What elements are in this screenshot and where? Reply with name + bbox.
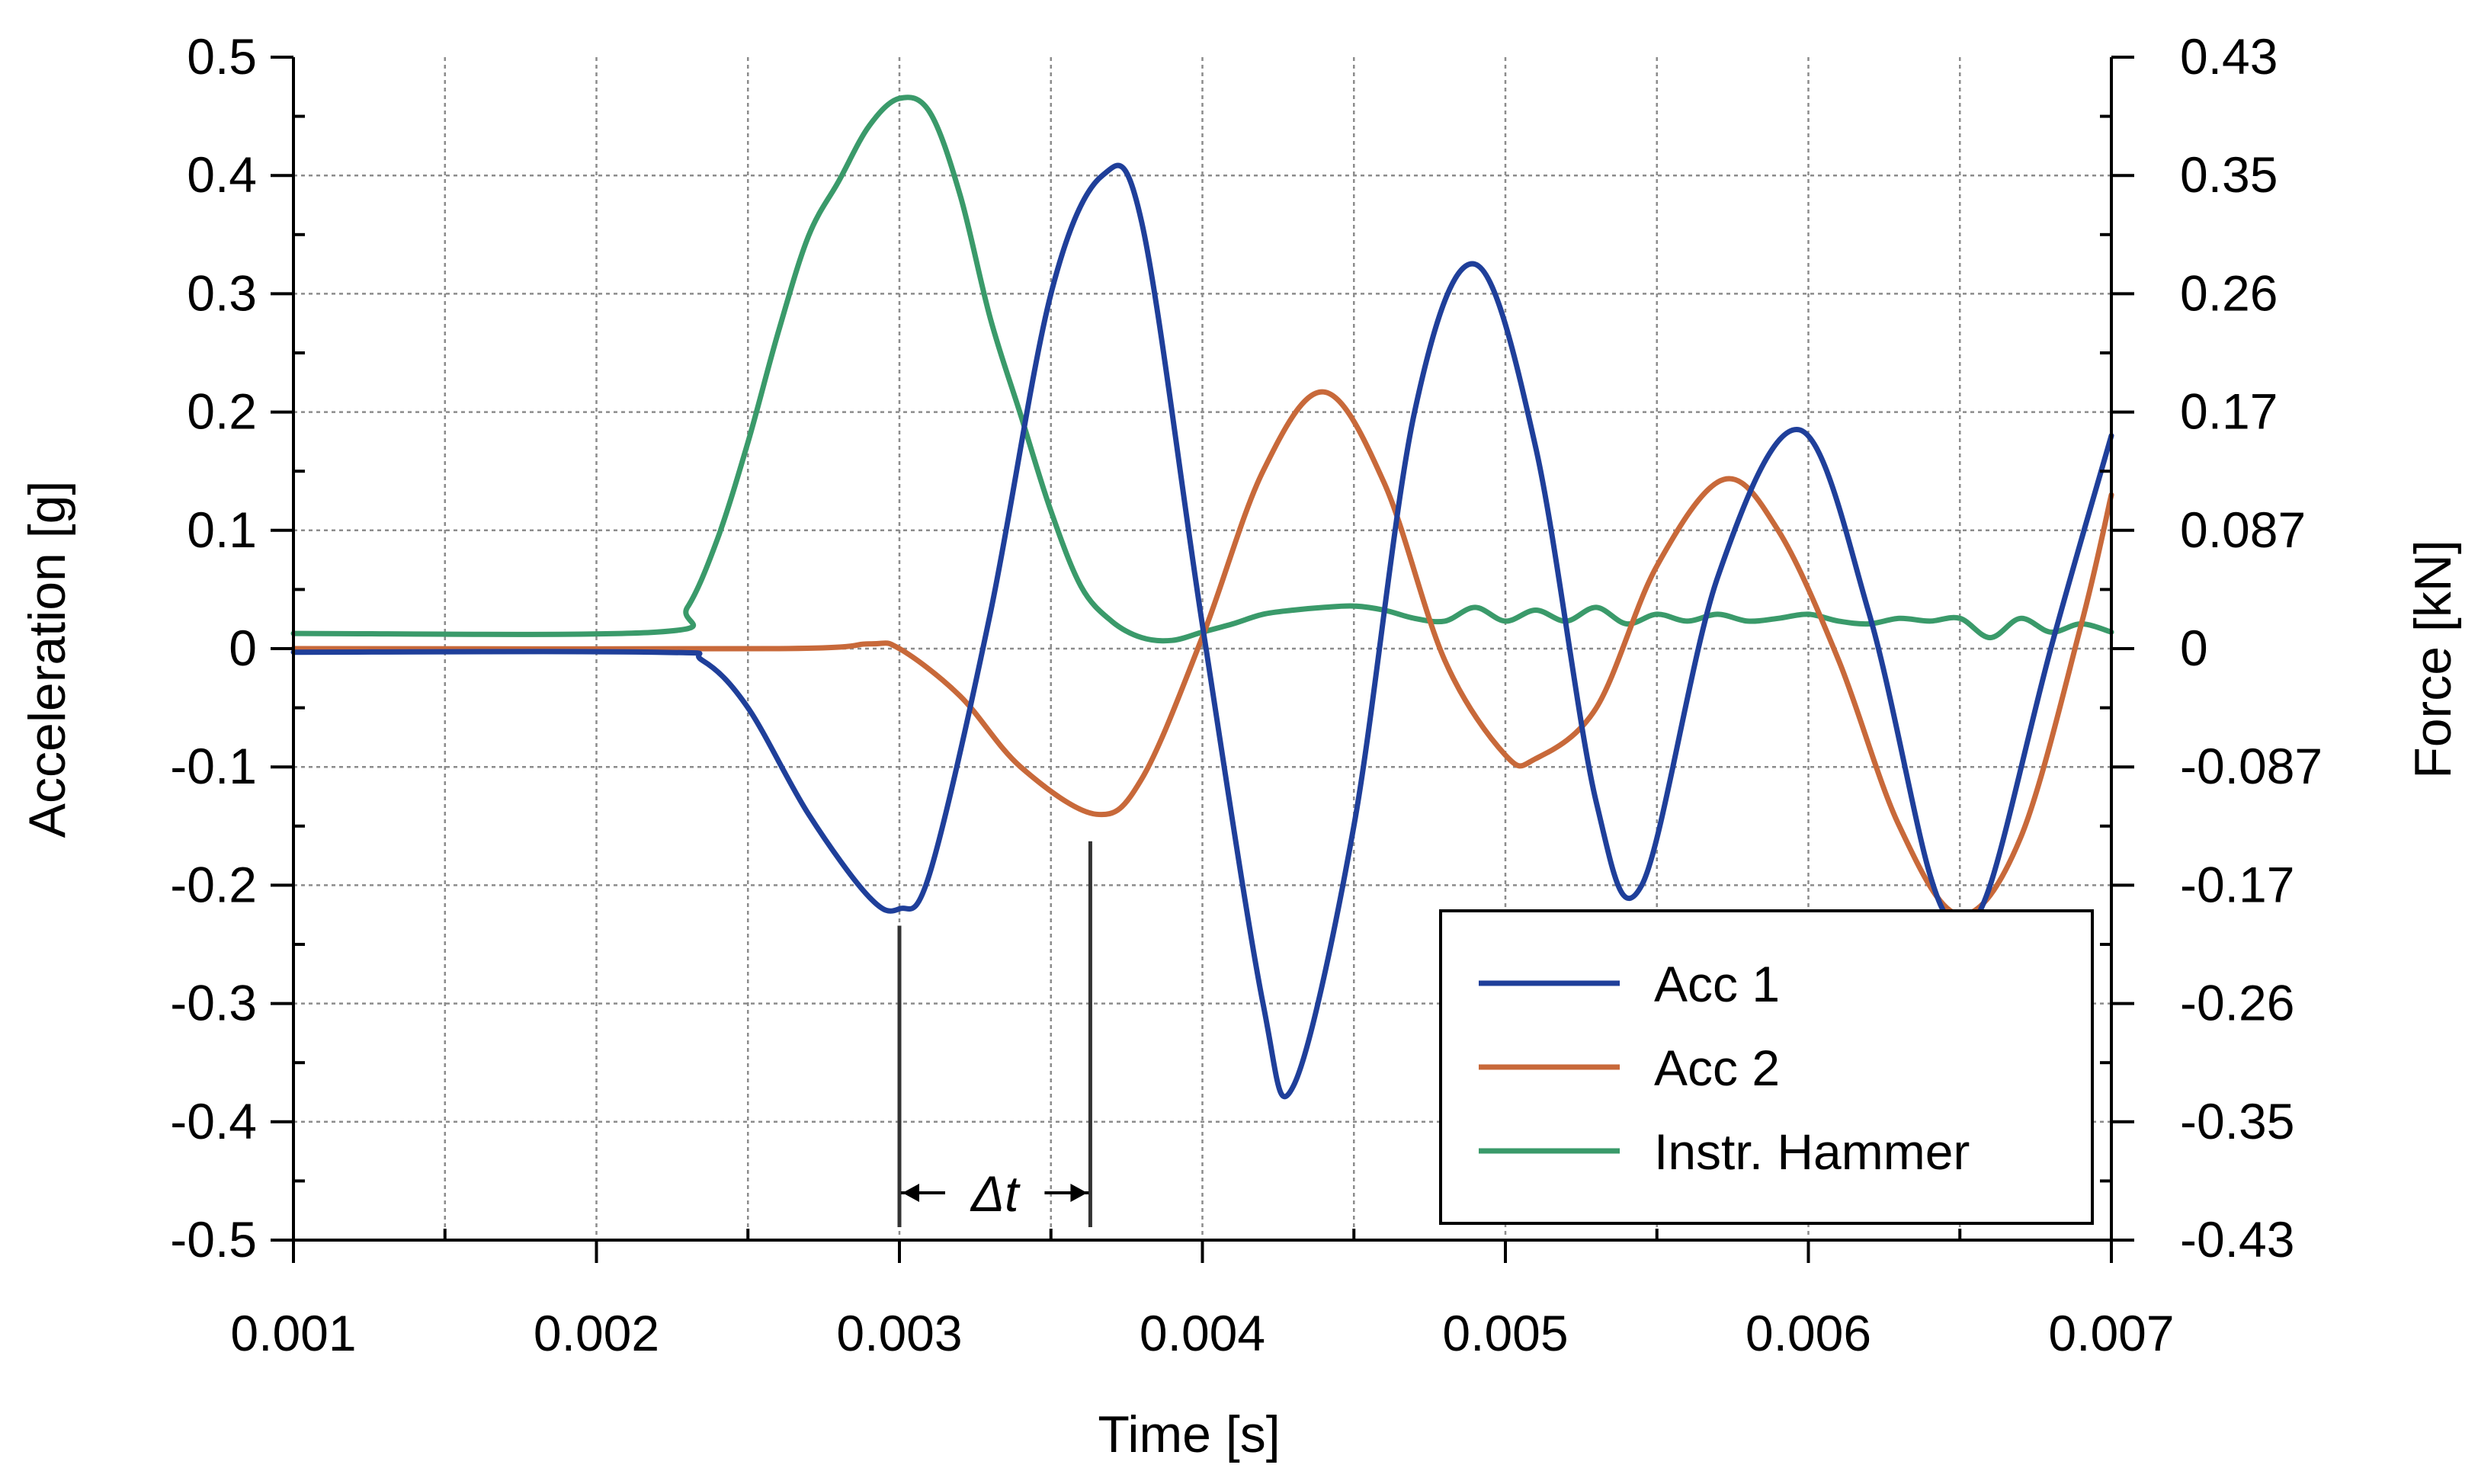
y-tick-label: -0.1 [170,738,257,794]
x-tick-label: 0.004 [1140,1305,1265,1361]
series-line-acc-1 [290,162,2114,1100]
y2-tick-label: 0.17 [2180,383,2278,440]
y2-tick-label: -0.17 [2180,856,2294,912]
y2-axis-title: Force [kN] [2404,540,2462,779]
x-tick-label: 0.005 [1442,1305,1568,1361]
y2-tick-label: -0.087 [2180,738,2323,794]
legend-label: Instr. Hammer [1654,1123,1970,1180]
x-tick-label: 0.007 [2048,1305,2174,1361]
x-tick-label: 0.002 [534,1305,659,1361]
delta-t-label: Δt [970,1165,1021,1222]
y-tick-label: 0.4 [187,146,257,203]
x-axis-title: Time [s] [1098,1405,1280,1463]
legend-label: Acc 1 [1654,956,1780,1012]
y2-tick-label: -0.43 [2180,1211,2294,1268]
y2-tick-label: 0.087 [2180,502,2306,558]
legend: Acc 1 Acc 2 Instr. Hammer [1439,909,2094,1225]
y2-tick-label: 0.26 [2180,264,2278,321]
delta-t-arrowhead-right [1070,1184,1088,1202]
tick-labels: 0.5 0.43 0.4 0.35 0.3 0.26 0.2 0.17 0.1 0.087 0 0 -0… [170,28,2323,1361]
y-tick-label: -0.5 [170,1211,257,1268]
y-tick-label: -0.4 [170,1093,257,1149]
y2-tick-label: 0.35 [2180,146,2278,203]
y-axis-title: Acceleration [g] [18,481,76,838]
y2-tick-label: -0.26 [2180,975,2294,1031]
y2-tick-label: 0 [2180,620,2208,676]
y-tick-label: 0.5 [187,28,257,85]
series-line-instr-hammer [290,95,2114,644]
series-layer [290,95,2114,1100]
y-tick-label: 0.3 [187,264,257,321]
y-tick-label: 0.2 [187,383,257,440]
x-tick-label: 0.001 [230,1305,356,1361]
y-tick-label: -0.2 [170,856,257,912]
y-tick-label: 0 [229,620,257,676]
y-tick-label: -0.3 [170,975,257,1031]
y2-tick-label: 0.43 [2180,28,2278,85]
series-line-acc-2 [290,389,2114,918]
y-tick-label: 0.1 [187,502,257,558]
delta-t-arrowhead-left [902,1184,919,1202]
x-tick-label: 0.003 [836,1305,962,1361]
y2-tick-label: -0.35 [2180,1093,2294,1149]
delta-t-annotation: Δt [897,841,1092,1227]
axes [271,56,2134,1263]
x-tick-label: 0.006 [1745,1305,1871,1361]
legend-label: Acc 2 [1654,1040,1780,1096]
